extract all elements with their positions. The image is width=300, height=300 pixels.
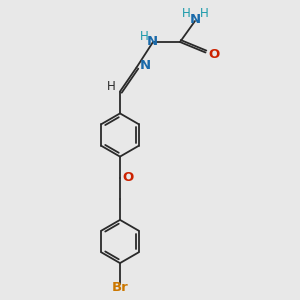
Text: Br: Br [112,280,128,294]
Text: H: H [200,7,208,20]
Text: H: H [182,7,190,20]
Text: N: N [189,13,201,26]
Text: O: O [123,171,134,184]
Text: N: N [140,58,151,72]
Text: H: H [140,29,149,43]
Text: O: O [208,47,220,61]
Text: N: N [147,35,158,48]
Text: H: H [106,80,116,93]
